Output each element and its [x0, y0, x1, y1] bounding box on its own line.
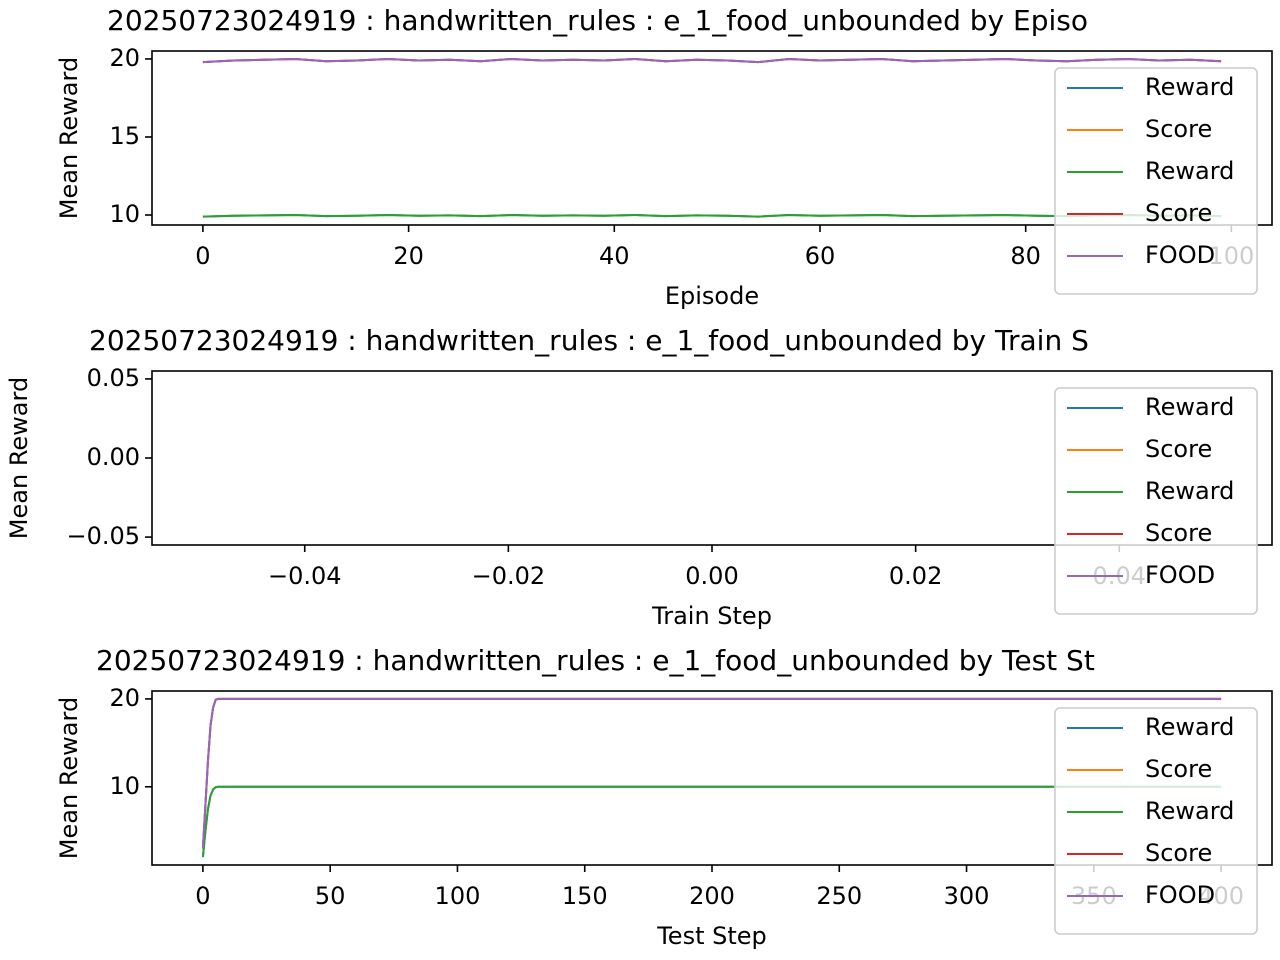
legend-label: Reward — [1145, 157, 1234, 185]
y-tick-label: 20 — [109, 684, 140, 712]
x-tick-label: 150 — [562, 882, 608, 910]
x-tick-label: −0.02 — [472, 562, 546, 590]
chart-title: 20250723024919 : handwritten_rules : e_1… — [107, 4, 1088, 37]
legend-box — [1054, 707, 1258, 935]
legend-label: Reward — [1145, 797, 1234, 825]
legend-label: Reward — [1145, 73, 1234, 101]
chart-title: 20250723024919 : handwritten_rules : e_1… — [89, 324, 1089, 357]
x-tick-label: 0 — [195, 242, 210, 270]
legend-label: Reward — [1145, 713, 1234, 741]
x-tick-label: 80 — [1010, 242, 1041, 270]
series-line — [202, 214, 1222, 218]
x-tick-label: 0.02 — [889, 562, 942, 590]
axes-frame — [151, 50, 1273, 226]
x-tick-label: 40 — [599, 242, 630, 270]
x-tick-label: −0.04 — [268, 562, 342, 590]
y-tick-label: 20 — [109, 44, 140, 72]
y-axis-label: Mean Reward — [55, 697, 83, 859]
y-tick-label: −0.05 — [66, 522, 140, 550]
x-tick-label: 60 — [805, 242, 836, 270]
x-tick-label: 50 — [315, 882, 346, 910]
y-axis-label: Mean Reward — [5, 377, 33, 539]
legend-label: Score — [1145, 519, 1212, 547]
y-tick-label: 10 — [109, 200, 140, 228]
x-tick-label: 0 — [195, 882, 210, 910]
legend-label: Reward — [1145, 393, 1234, 421]
series-line — [201, 785, 1222, 858]
y-axis-label: Mean Reward — [55, 57, 83, 219]
legend-label: Score — [1145, 755, 1212, 783]
series-line — [202, 57, 1222, 64]
legend-label: Score — [1145, 199, 1212, 227]
legend-label: Reward — [1145, 477, 1234, 505]
chart-title: 20250723024919 : handwritten_rules : e_1… — [96, 644, 1095, 677]
x-axis-label: Test Step — [656, 922, 767, 950]
legend-label: Score — [1145, 435, 1212, 463]
y-tick-label: 15 — [109, 122, 140, 150]
x-axis-label: Train Step — [651, 602, 772, 630]
legend-box — [1054, 387, 1258, 615]
x-tick-label: 20 — [393, 242, 424, 270]
y-tick-label: 0.00 — [87, 443, 140, 471]
legend-label: FOOD — [1145, 881, 1215, 909]
series-line — [201, 697, 1222, 849]
legend-label: Score — [1145, 115, 1212, 143]
legend-label: FOOD — [1145, 561, 1215, 589]
y-tick-label: 10 — [109, 772, 140, 800]
legend-label: Score — [1145, 839, 1212, 867]
x-axis-label: Episode — [665, 282, 759, 310]
y-tick-label: 0.05 — [87, 364, 140, 392]
x-tick-label: 300 — [944, 882, 990, 910]
x-tick-label: 0.00 — [685, 562, 738, 590]
x-tick-label: 250 — [816, 882, 862, 910]
x-tick-label: 100 — [435, 882, 481, 910]
legend-label: FOOD — [1145, 241, 1215, 269]
legend-box — [1054, 67, 1258, 295]
x-tick-label: 200 — [689, 882, 735, 910]
